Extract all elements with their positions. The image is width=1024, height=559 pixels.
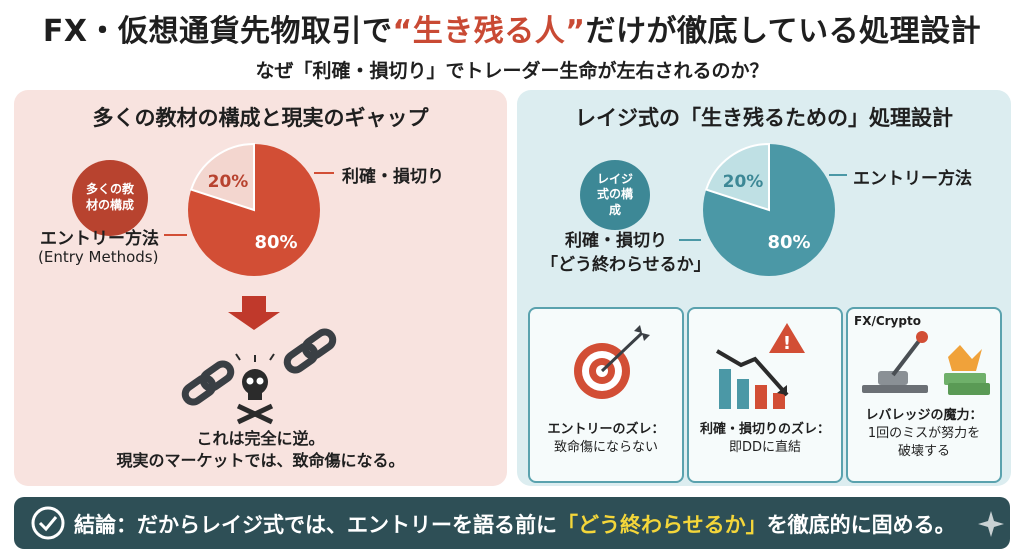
card-leverage: FX/Crypto レバレッジの魔力： 1回のミスが努力を 破壊する bbox=[846, 307, 1002, 483]
card-profit-loss-deviation: ! 利確・損切りのズレ： 即DDに直結 bbox=[687, 307, 843, 483]
page-subtitle: なぜ「利確・損切り」でトレーダー生命が左右されるのか？ bbox=[255, 60, 769, 82]
left-label-profit-loss: 利確・損切り bbox=[342, 167, 444, 187]
left-pie-label-20: 20% bbox=[208, 172, 249, 192]
left-label-entry: エントリー方法 bbox=[40, 229, 159, 249]
right-panel: レイジ式の「生き残るための」処理設計 レイジ式の構成 20% 80% エントリー… bbox=[517, 90, 1011, 486]
right-pie-slice-20 bbox=[704, 142, 770, 212]
money-icon bbox=[944, 373, 986, 385]
left-panel-title: 多くの教材の構成と現実のギャップ bbox=[92, 106, 429, 130]
falling-chart-icon: ! bbox=[715, 323, 805, 409]
right-badge: レイジ式の構成 bbox=[580, 160, 650, 230]
left-pie-label-80: 80% bbox=[254, 232, 297, 253]
left-pie-chart: 20% 80% bbox=[164, 142, 337, 425]
broken-chain-icon bbox=[181, 328, 337, 406]
warning-icon bbox=[769, 323, 805, 353]
target-icon bbox=[574, 325, 650, 399]
warning-text: これは完全に逆。 現実のマーケットでは、致命傷になる。 bbox=[116, 429, 405, 470]
check-circle-icon bbox=[31, 506, 65, 540]
skull-icon bbox=[235, 353, 275, 425]
conclusion-bar: 結論：だからレイジ式では、エントリーを語る前に「どう終わらせるか」を徹底的に固め… bbox=[14, 497, 1010, 549]
explosion-icon bbox=[948, 345, 982, 371]
right-pie-label-20: 20% bbox=[723, 172, 764, 192]
sparkle-icon bbox=[978, 511, 1004, 537]
left-pie-slice-20 bbox=[189, 142, 255, 212]
fx-crypto-tag: FX/Crypto bbox=[854, 314, 921, 328]
left-label-entry-sub: (Entry Methods) bbox=[38, 248, 159, 266]
right-label-profit-loss-sub: 「どう終わらせるか」 bbox=[541, 255, 711, 275]
conclusion-text: 結論：だからレイジ式では、エントリーを語る前に「どう終わらせるか」を徹底的に固め… bbox=[74, 513, 956, 537]
right-panel-title: レイジ式の「生き残るための」処理設計 bbox=[575, 106, 953, 130]
left-badge: 多くの教材の構成 bbox=[72, 160, 148, 236]
right-label-entry: エントリー方法 bbox=[853, 169, 972, 189]
down-arrow-icon bbox=[228, 296, 280, 330]
svg-text:!: ! bbox=[783, 333, 791, 354]
right-pie-label-80: 80% bbox=[767, 232, 810, 253]
page-title: FX・仮想通貨先物取引で“生き残る人”だけが徹底している処理設計 bbox=[42, 14, 982, 49]
right-label-profit-loss: 利確・損切り bbox=[565, 231, 667, 251]
right-pie-chart: 20% 80% bbox=[679, 142, 847, 276]
card-entry-deviation: エントリーのズレ： 致命傷にならない bbox=[528, 307, 684, 483]
left-panel: 多くの教材の構成と現実のギャップ 多くの教材の構成 20% 80% bbox=[14, 90, 507, 486]
lever-icon bbox=[862, 331, 990, 395]
